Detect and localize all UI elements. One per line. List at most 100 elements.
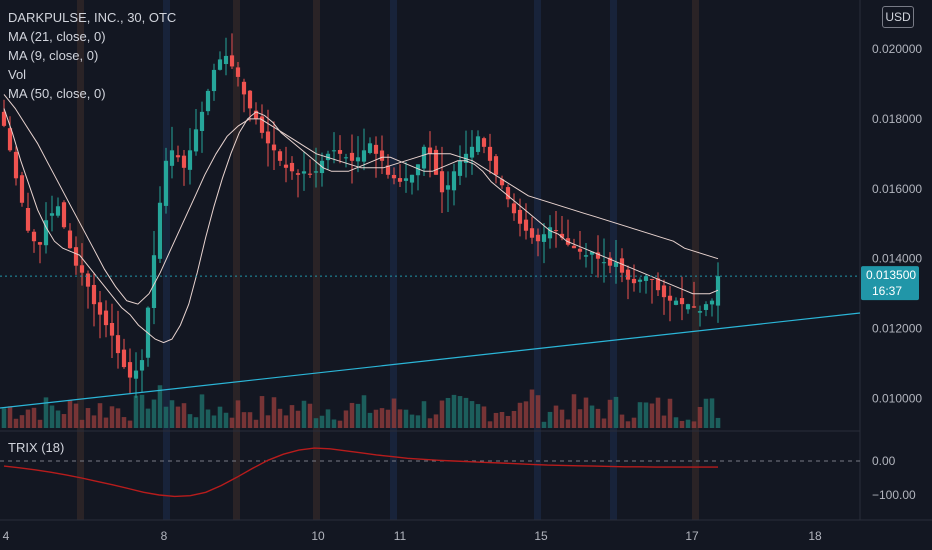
volume-bar <box>577 409 583 428</box>
volume-bar <box>211 415 217 428</box>
candle-body <box>361 150 367 162</box>
ma-slow-line <box>3 94 719 305</box>
candle-body <box>547 227 553 239</box>
candle-body <box>607 257 613 266</box>
volume-bar <box>175 406 181 428</box>
candle-body <box>487 146 493 161</box>
volume-bar <box>229 417 235 428</box>
symbol-title: DARKPULSE, INC., 30, OTC <box>8 10 177 25</box>
volume-bar <box>475 404 481 428</box>
volume-bar <box>373 409 379 428</box>
indicator-ma-9[interactable]: MA (9, close, 0) <box>8 48 99 63</box>
candle-body <box>79 265 85 273</box>
volume-bar <box>553 405 559 428</box>
volume-bar <box>391 398 397 428</box>
volume-bar <box>217 406 223 428</box>
volume-bar <box>295 410 301 428</box>
trix-line <box>3 447 718 498</box>
volume-bar <box>697 406 703 428</box>
volume-bar <box>235 400 241 428</box>
candle-body <box>679 298 685 305</box>
candle-body <box>667 295 673 301</box>
currency-button[interactable]: USD <box>882 6 914 28</box>
candle-body <box>217 59 223 70</box>
volume-bar <box>91 415 97 428</box>
volume-bar <box>181 403 187 428</box>
last-price-value: 0.013500 <box>866 268 916 282</box>
volume-bar <box>331 419 337 428</box>
candle-body <box>475 136 481 152</box>
volume-bar <box>505 415 511 428</box>
candle-body <box>7 128 13 151</box>
candle-body <box>637 279 643 282</box>
volume-bar <box>559 409 565 428</box>
volume-bar <box>145 408 151 428</box>
time-tick-label: 8 <box>161 529 168 543</box>
session-band-3 <box>692 0 699 520</box>
price-tick-label: 0.010000 <box>872 392 922 406</box>
candle-body <box>715 276 721 306</box>
time-tick-label: 18 <box>808 529 822 543</box>
candle-body <box>1 111 7 126</box>
volume-bar <box>433 414 439 428</box>
time-tick-label: 11 <box>394 529 407 543</box>
volume-bar <box>271 397 277 428</box>
candle-body <box>25 207 31 231</box>
candle-body <box>571 245 577 249</box>
candle-body <box>631 278 637 284</box>
volume-bar <box>493 412 499 428</box>
volume-bar <box>349 402 355 428</box>
volume-bar <box>631 417 637 428</box>
volume-bar <box>397 409 403 428</box>
candle-body <box>301 171 307 174</box>
volume-bar <box>253 419 259 428</box>
trendline <box>0 312 861 409</box>
candle-body <box>685 304 691 310</box>
volume-bar <box>379 408 385 428</box>
candle-body <box>229 55 235 67</box>
candle-body <box>199 111 205 131</box>
indicator-vol[interactable]: Vol <box>8 67 27 82</box>
candle-body <box>445 185 451 190</box>
candle-body <box>97 302 103 315</box>
price-tick-label: 0.020000 <box>872 42 922 56</box>
candle-body <box>283 164 289 168</box>
chart-legend: DARKPULSE, INC., 30, OTC MA (21, close, … <box>8 8 176 103</box>
candle-body <box>397 178 403 182</box>
volume-bar <box>13 418 19 428</box>
volume-bar <box>193 417 199 428</box>
candle-body <box>265 131 271 144</box>
volume-bar <box>541 421 547 428</box>
volume-bar <box>19 415 25 428</box>
volume-bar <box>427 418 433 428</box>
volume-bar <box>613 396 619 428</box>
trix-tick-label: 0.00 <box>872 454 896 468</box>
volume-bar <box>517 402 523 428</box>
indicator-ma-50[interactable]: MA (50, close, 0) <box>8 86 106 101</box>
volume-bar <box>187 414 193 428</box>
trix-indicator-label[interactable]: TRIX (18) <box>8 440 65 455</box>
volume-bar <box>301 400 307 428</box>
candle-body <box>331 150 337 152</box>
candle-body <box>439 171 445 193</box>
volume-bar <box>625 421 631 428</box>
volume-bar <box>205 409 211 428</box>
candle-body <box>403 178 409 181</box>
volume-bar <box>133 395 139 428</box>
volume-bar <box>103 417 109 428</box>
volume-bar <box>661 415 667 428</box>
volume-bar <box>529 389 535 428</box>
candle-body <box>253 110 259 119</box>
candle-body <box>295 173 301 175</box>
indicator-ma-21[interactable]: MA (21, close, 0) <box>8 29 106 44</box>
time-tick-label: 17 <box>685 529 699 543</box>
volume-bar <box>7 406 13 428</box>
volume-bar <box>199 394 205 428</box>
candle-body <box>523 219 529 231</box>
candle-body <box>187 150 193 170</box>
price-tick-label: 0.018000 <box>872 112 922 126</box>
candle-body <box>151 255 157 308</box>
volume-bar <box>169 400 175 428</box>
volume-bar <box>139 394 145 428</box>
